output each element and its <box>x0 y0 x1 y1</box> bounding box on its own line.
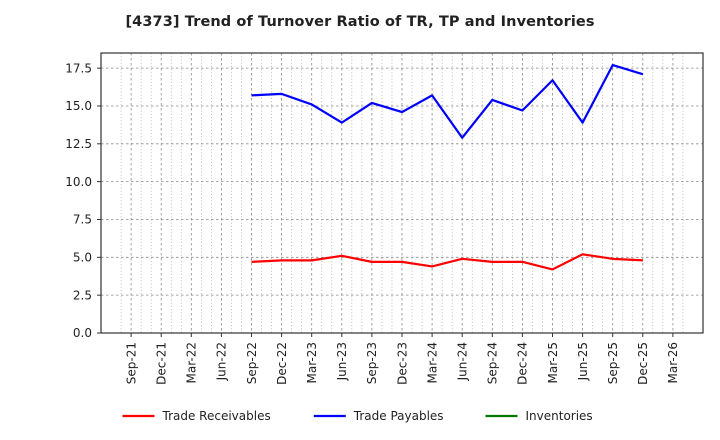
x-axis-tick-label: Mar-22 <box>185 342 199 383</box>
legend-item-label: Trade Receivables <box>162 409 271 423</box>
x-axis-tick-label: Sep-21 <box>124 342 138 384</box>
x-axis-ticks: Sep-21 Dec-21 Mar-22 Jun-22 Sep-22 Dec-22 Mar-… <box>124 333 680 385</box>
x-axis-tick-label: Jun-23 <box>335 342 349 381</box>
x-axis-tick-label: Dec-24 <box>516 342 530 385</box>
y-axis-tick-label: 0.0 <box>73 326 92 340</box>
y-axis-tick-label: 15.0 <box>65 99 92 113</box>
x-axis-tick-label: Mar-25 <box>546 342 560 383</box>
y-axis-tick-label: 17.5 <box>65 61 92 75</box>
x-axis-tick-label: Dec-22 <box>275 342 289 385</box>
x-axis-tick-label: Sep-22 <box>245 342 259 384</box>
y-axis-tick-label: 7.5 <box>73 213 92 227</box>
legend-item-label: Trade Payables <box>353 409 444 423</box>
x-axis-tick-label: Dec-23 <box>395 342 409 385</box>
x-axis-tick-label: Sep-23 <box>365 342 379 384</box>
series-lines <box>251 64 644 271</box>
x-axis-tick-label: Sep-25 <box>606 342 620 384</box>
x-axis-tick-label: Mar-26 <box>666 342 680 383</box>
x-axis-tick-label: Mar-24 <box>425 342 439 383</box>
y-axis-tick-label: 10.0 <box>65 175 92 189</box>
y-axis-ticks: 0.0 2.5 5.0 7.5 10.0 12.5 15.0 17.5 <box>65 61 101 340</box>
x-axis-tick-label: Jun-24 <box>456 342 470 381</box>
x-axis-tick-label: Dec-21 <box>155 342 169 385</box>
x-axis-tick-label: Dec-25 <box>636 342 650 385</box>
x-axis-tick-label: Mar-23 <box>305 342 319 383</box>
y-axis-tick-label: 5.0 <box>73 251 92 265</box>
y-axis-tick-label: 12.5 <box>65 137 92 151</box>
chart-legend: Trade Receivables Trade Payables Inventori… <box>122 409 593 423</box>
series-line <box>251 64 644 139</box>
major-gridlines-vertical <box>130 53 674 333</box>
x-axis-tick-label: Jun-22 <box>215 342 229 381</box>
x-axis-tick-label: Jun-25 <box>576 342 590 381</box>
y-axis-tick-label: 2.5 <box>73 288 92 302</box>
legend-item-label: Inventories <box>526 409 593 423</box>
page-title: [4373] Trend of Turnover Ratio of TR, TP… <box>125 14 595 30</box>
series-line <box>251 253 643 271</box>
x-axis-tick-label: Sep-24 <box>486 342 500 384</box>
